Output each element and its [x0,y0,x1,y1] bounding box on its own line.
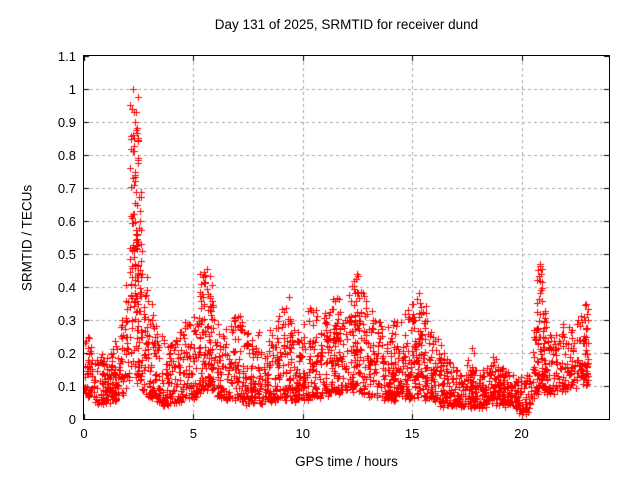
x-axis-title: GPS time / hours [295,454,398,469]
y-tick-label: 0.3 [57,313,76,328]
chart-title: Day 131 of 2025, SRMTID for receiver dun… [214,17,479,32]
plot-area [83,55,610,420]
y-tick-label: 0.5 [57,247,76,262]
y-tick-label: 0.9 [57,115,76,130]
x-tick-label: 20 [514,426,529,441]
y-tick-label: 0 [68,412,76,427]
x-tick-label: 0 [80,426,88,441]
y-tick-label: 1.1 [57,49,76,64]
y-tick-label: 0.6 [57,214,76,229]
y-axis-title: SRMTID / TECUs [19,184,35,292]
y-tick-label: 1 [68,82,76,97]
x-tick-label: 5 [189,426,197,441]
x-tick-label: 10 [295,426,310,441]
y-tick-label: 0.2 [57,346,76,361]
scatter-canvas [84,56,609,419]
y-tick-label: 0.1 [57,379,76,394]
y-tick-label: 0.7 [57,181,76,196]
y-tick-label: 0.8 [57,148,76,163]
x-tick-label: 15 [404,426,420,441]
y-tick-label: 0.4 [57,280,76,295]
